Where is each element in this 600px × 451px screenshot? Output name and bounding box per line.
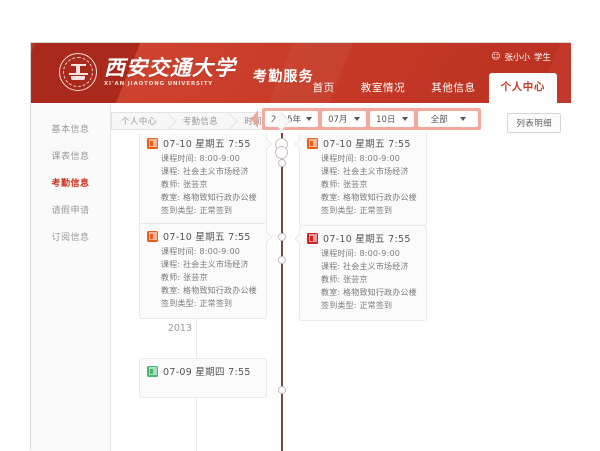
card-course-time: 课程时间: 8:00-9:00	[321, 249, 401, 258]
timeline-card[interactable]: 07-10 星期五 7:55 课程时间: 8:00-9:00 课程: 社会主义市…	[139, 133, 267, 226]
chevron-down-icon	[402, 117, 409, 121]
calendar-orange-icon	[147, 230, 158, 242]
app-frame: 西安交通大学 XI'AN JIAOTONG UNIVERSITY 考勤服务 ☺ …	[30, 42, 571, 451]
card-title: 07-10 星期五 7:55	[163, 139, 251, 150]
brand-cn-name: 西安交通大学	[104, 55, 236, 80]
timeline-card[interactable]: 07-10 星期五 7:55 课程时间: 8:00-9:00 课程: 社会主义市…	[299, 225, 427, 321]
nav-item-home[interactable]: 首页	[312, 82, 335, 94]
type-select-value: 全部	[430, 115, 448, 125]
month-item-2013[interactable]: 2013	[167, 322, 192, 334]
timeline-card[interactable]: 07-09 星期四 7:55	[139, 358, 267, 398]
card-header: 07-09 星期四 7:55	[147, 364, 258, 378]
sidebar: 基本信息 课表信息 考勤信息 请假申请 订阅信息	[31, 103, 111, 451]
card-signin-type: 签到类型: 正常签到	[321, 205, 393, 215]
content-panel: 个人中心 考勤信息 时间轴 2015年 07月	[111, 103, 571, 451]
chevron-down-icon	[354, 117, 361, 121]
card-classroom: 教室: 格物致知行政办公楼	[321, 287, 417, 297]
sidebar-item-attendance-info[interactable]: 考勤信息	[51, 179, 90, 189]
card-header: 07-10 星期五 7:55	[307, 231, 418, 245]
timeline-node[interactable]	[277, 159, 286, 167]
day-select-value: 10日	[376, 115, 396, 125]
university-seal-icon	[59, 53, 97, 91]
card-title: 07-10 星期五 7:55	[323, 234, 411, 245]
calendar-green-icon	[147, 365, 158, 377]
breadcrumb-item-personal-center[interactable]: 个人中心	[111, 112, 169, 130]
filter-highlight-band: 2015年 07月 10日 全部	[262, 108, 482, 130]
nav-item-other-info[interactable]: 其他信息	[431, 82, 476, 94]
timeline-node[interactable]	[277, 256, 286, 264]
user-info: ☺ 张小小 学生	[491, 51, 551, 63]
filter-pointer-icon	[251, 110, 258, 128]
card-course: 课程: 社会主义市场经济	[321, 261, 409, 271]
card-signin-type: 签到类型: 正常签到	[321, 300, 393, 310]
sidebar-item-subscription-info[interactable]: 订阅信息	[51, 233, 90, 243]
calendar-red-icon	[307, 232, 318, 244]
card-signin-type: 签到类型: 正常签到	[161, 205, 233, 215]
sidebar-item-leave-request[interactable]: 请假申请	[51, 206, 90, 216]
card-teacher: 教师: 张芸京	[321, 179, 368, 189]
chevron-down-icon	[306, 117, 313, 121]
main-nav: 首页 教室情况 其他信息 个人中心	[300, 73, 557, 103]
card-header: 07-10 星期五 7:55	[307, 136, 418, 150]
card-header: 07-10 星期五 7:55	[147, 229, 258, 243]
service-name: 考勤服务	[253, 68, 314, 85]
card-teacher: 教师: 张芸京	[321, 274, 368, 284]
sidebar-item-basic-info[interactable]: 基本信息	[51, 125, 90, 135]
card-teacher: 教师: 张芸京	[161, 272, 208, 282]
card-teacher: 教师: 张芸京	[161, 179, 208, 189]
card-classroom: 教室: 格物致知行政办公楼	[321, 192, 417, 202]
timeline-axis	[281, 133, 283, 451]
timeline-node[interactable]	[277, 386, 286, 394]
nav-item-personal-center[interactable]: 个人中心	[488, 73, 557, 103]
card-title: 07-10 星期五 7:55	[323, 139, 411, 150]
user-name: 张小小	[504, 53, 530, 63]
type-select[interactable]: 全部	[418, 111, 479, 127]
timeline-card[interactable]: 07-10 星期五 7:55 课程时间: 8:00-9:00 课程: 社会主义市…	[139, 223, 267, 319]
card-course: 课程: 社会主义市场经济	[161, 166, 249, 176]
month-select[interactable]: 07月	[322, 111, 367, 127]
timeline-node[interactable]	[277, 233, 286, 241]
user-role: 学生	[533, 53, 551, 63]
person-icon: ☺	[491, 52, 501, 62]
card-title: 07-10 星期五 7:55	[163, 232, 251, 243]
timeline-region: 2015 7月 6月 5月 3月 2月 1月 2014 2013 10号	[111, 133, 571, 451]
chevron-down-icon	[459, 117, 466, 121]
card-course-time: 课程时间: 8:00-9:00	[321, 154, 401, 163]
card-header: 07-10 星期五 7:55	[147, 136, 258, 150]
breadcrumb-item-attendance-info[interactable]: 考勤信息	[168, 112, 231, 130]
card-course-time: 课程时间: 8:00-9:00	[161, 154, 241, 163]
card-course: 课程: 社会主义市场经济	[321, 166, 409, 176]
calendar-orange-icon	[307, 137, 318, 149]
body-area: 基本信息 课表信息 考勤信息 请假申请 订阅信息 个人中心 考勤信息 时间轴 2…	[31, 103, 571, 451]
card-course: 课程: 社会主义市场经济	[161, 259, 249, 269]
sidebar-item-schedule-info[interactable]: 课表信息	[51, 152, 90, 162]
card-course-time: 课程时间: 8:00-9:00	[161, 247, 241, 256]
month-select-value: 07月	[328, 115, 348, 125]
card-classroom: 教室: 格物致知行政办公楼	[161, 285, 257, 295]
timeline-node[interactable]	[275, 146, 288, 159]
calendar-orange-icon	[147, 137, 158, 149]
brand-logo[interactable]: 西安交通大学 XI'AN JIAOTONG UNIVERSITY 考勤服务	[59, 53, 314, 91]
card-classroom: 教室: 格物致知行政办公楼	[161, 192, 257, 202]
timeline-card[interactable]: 07-10 星期五 7:55 课程时间: 8:00-9:00 课程: 社会主义市…	[299, 133, 427, 226]
site-header-banner: 西安交通大学 XI'AN JIAOTONG UNIVERSITY 考勤服务 ☺ …	[31, 43, 571, 103]
list-detail-button[interactable]: 列表明细	[507, 113, 561, 133]
day-select[interactable]: 10日	[370, 111, 415, 127]
brand-en-name: XI'AN JIAOTONG UNIVERSITY	[104, 81, 214, 87]
nav-item-classroom[interactable]: 教室情况	[360, 82, 406, 94]
card-signin-type: 签到类型: 正常签到	[161, 298, 233, 308]
card-title: 07-09 星期四 7:55	[163, 367, 251, 378]
